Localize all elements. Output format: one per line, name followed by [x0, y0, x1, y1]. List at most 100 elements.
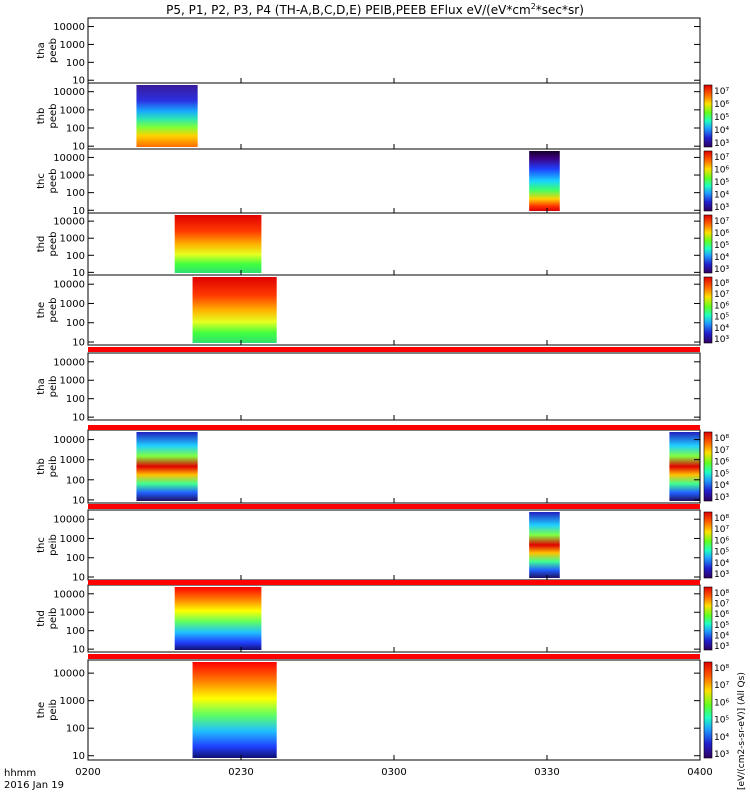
- colorbar-tick-label: 10⁵: [714, 178, 729, 188]
- panel-label-instrument: peeb: [48, 232, 59, 257]
- colorbar: [703, 431, 713, 502]
- date-label: 2016 Jan 19: [4, 780, 64, 791]
- panel-label-probe: thb: [36, 458, 47, 475]
- x-tick-label: 0300: [381, 767, 406, 778]
- panel-frame: [87, 659, 701, 761]
- y-tick-label: 1000: [60, 608, 85, 619]
- colorbar-tick-label: 10⁵: [714, 113, 729, 123]
- colorbar-tick-label: 10⁸: [714, 279, 729, 289]
- y-tick-label: 10000: [53, 280, 85, 291]
- colorbar-tick-label: 10⁶: [714, 301, 729, 311]
- y-tick-label: 10: [72, 573, 85, 584]
- y-tick-label: 10: [72, 413, 85, 424]
- y-tick-label: 10: [72, 645, 85, 656]
- panel-label-probe: thc: [36, 173, 47, 189]
- panel-tha-peeb: 10 100 1000 10000 tha peeb: [36, 17, 701, 87]
- colorbar-tick-label: 10⁵: [714, 469, 729, 479]
- colorbar: [703, 214, 713, 274]
- panel-frame: [87, 509, 701, 581]
- colorbar: [703, 276, 713, 344]
- colorbar: [703, 511, 713, 579]
- spectrogram-block: [529, 512, 560, 578]
- spectrogram-block: [669, 432, 700, 501]
- colorbar-tick-label: 10⁷: [714, 681, 729, 691]
- y-tick-label: 10: [72, 206, 85, 217]
- y-tick-label: 10000: [53, 217, 85, 228]
- panel-label-probe: thc: [36, 537, 47, 553]
- colorbar-tick-label: 10⁶: [714, 610, 729, 620]
- colorbar-tick-label: 10⁶: [714, 536, 729, 546]
- spectrogram-block: [174, 587, 262, 650]
- panel-label-probe: thb: [36, 108, 47, 125]
- colorbar-tick-label: 10³: [714, 265, 729, 275]
- colorbar-tick-label: 10³: [714, 335, 729, 345]
- data-gap-band: [88, 504, 700, 509]
- y-tick-label: 100: [66, 318, 85, 329]
- y-tick-label: 100: [66, 251, 85, 262]
- panel-label-instrument: peib: [48, 608, 59, 630]
- colorbar-tick-label: 10³: [714, 570, 729, 580]
- panel-frame: [87, 274, 701, 346]
- spectrogram-block: [192, 277, 277, 343]
- y-tick-label: 100: [66, 394, 85, 405]
- colorbar-tick-label: 10⁶: [714, 166, 729, 176]
- colorbar-tick-label: 10⁷: [714, 290, 729, 300]
- panel-label-instrument: peib: [48, 534, 59, 556]
- data-gap-band: [88, 347, 700, 352]
- colorbar-tick-label: 10⁴: [714, 631, 729, 641]
- colorbar-tick-label: 10⁸: [714, 589, 729, 599]
- colorbar-tick-label: 10⁸: [714, 514, 729, 524]
- y-tick-label: 10: [72, 338, 85, 349]
- y-tick-label: 10000: [53, 357, 85, 368]
- data-gap-band: [88, 654, 700, 659]
- y-tick-label: 10000: [53, 435, 85, 446]
- colorbar-tick-label: 10⁴: [714, 733, 729, 743]
- colorbar-tick-label: 10³: [714, 203, 729, 213]
- y-tick-label: 100: [66, 58, 85, 69]
- y-tick-label: 10: [72, 76, 85, 87]
- colorbar: [703, 84, 713, 148]
- spectrogram-block: [136, 432, 198, 501]
- y-tick-label: 1000: [60, 40, 85, 51]
- y-tick-label: 10000: [53, 153, 85, 164]
- colorbar-tick-label: 10⁶: [714, 698, 729, 708]
- colorbar-tick-label: 10⁴: [714, 559, 729, 569]
- y-tick-label: 1000: [60, 234, 85, 245]
- colorbar-tick-label: 10⁵: [714, 313, 729, 323]
- panel-label-probe: thd: [36, 236, 47, 253]
- y-tick-label: 100: [66, 188, 85, 199]
- panel-label-probe: thd: [36, 610, 47, 627]
- colorbar: [703, 661, 713, 759]
- panel-label-probe: tha: [36, 378, 47, 394]
- colorbar: [703, 586, 713, 651]
- colorbar-tick-label: 10³: [714, 750, 729, 760]
- y-tick-label: 10000: [53, 22, 85, 33]
- panel-label-instrument: peeb: [48, 104, 59, 129]
- colorbar-tick-label: 10⁷: [714, 153, 729, 163]
- panel-frame: [87, 17, 701, 84]
- colorbar-tick-label: 10⁸: [714, 434, 729, 444]
- panel-label-probe: the: [36, 302, 47, 318]
- spectrogram-block: [192, 662, 277, 758]
- panel-frame: [87, 352, 701, 421]
- x-tick-label: 0400: [687, 767, 712, 778]
- y-tick-label: 10: [72, 142, 85, 153]
- data-gap-band: [88, 425, 700, 430]
- y-tick-label: 10: [72, 495, 85, 506]
- panel-label-instrument: peib: [48, 699, 59, 721]
- colorbar: [703, 150, 713, 212]
- panel-thd-peeb: 10 100 1000 10000 thd peeb 10⁷ 10⁶ 10⁵ 10⁴ 10³: [36, 212, 729, 279]
- y-tick-label: 1000: [60, 171, 85, 182]
- y-tick-label: 1000: [60, 376, 85, 387]
- panel-the-peib: 10 100 1000 10000 the peib 10⁸ 10⁷ 10⁶ 10⁵ 10⁴ 10³: [36, 659, 729, 762]
- y-tick-label: 1000: [60, 696, 85, 707]
- colorbar-tick-label: 10⁴: [714, 324, 729, 334]
- colorbar-tick-label: 10⁷: [714, 446, 729, 456]
- y-tick-label: 100: [66, 475, 85, 486]
- y-tick-label: 1000: [60, 455, 85, 466]
- x-tick-label: 0230: [228, 767, 253, 778]
- colorbar-tick-label: 10⁵: [714, 548, 729, 558]
